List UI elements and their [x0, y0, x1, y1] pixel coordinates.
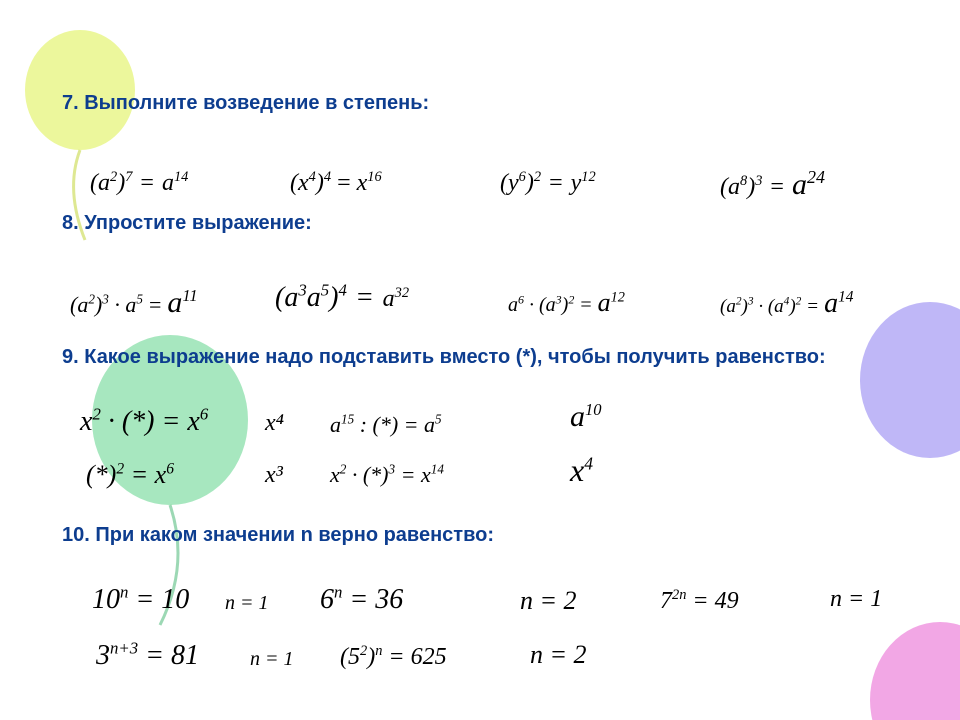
heading-9: 9. Какое выражение надо подставить вмест… [62, 346, 826, 369]
expr-8a: (a2)3 · a5 = a11 [70, 286, 198, 320]
expr-8d: (a2)3 · (a4)2 = a14 [720, 288, 853, 320]
expr-9-1b: a15 : (*) = a5 [330, 412, 442, 438]
expr-10-2b: (52)n = 625 [340, 644, 447, 671]
expr-8b: (a3a5)4 = a32 [275, 282, 409, 314]
expr-10-1b: 6n = 36 [320, 584, 403, 616]
expr-9-2b: x2 · (*)3 = x14 [330, 462, 444, 488]
ans-10-2a: n = 1 [250, 648, 294, 671]
ans-10-1b: n = 2 [520, 586, 577, 616]
expr-7a: (a2)7 = a14 [90, 170, 188, 197]
ans-10-1c: n = 1 [830, 586, 882, 613]
ans-9-2a: x³ [265, 462, 283, 489]
expr-8c: a6 · (a3)2 = a12 [508, 288, 625, 318]
ans-10-2b: n = 2 [530, 640, 587, 670]
ans-10-1a: n = 1 [225, 592, 269, 615]
heading-7: 7. Выполните возведение в степень: [62, 92, 429, 115]
expr-10-2a: 3n+3 = 81 [96, 640, 199, 672]
slide-content: 7. Выполните возведение в степень: (a2)7… [0, 0, 960, 720]
ans-9-2b: x4 [570, 452, 593, 489]
expr-7b: (x4)4 = x16 [290, 170, 382, 197]
ans-9-1b: a10 [570, 400, 602, 434]
ans-9-1a: x⁴ [265, 410, 284, 437]
expr-10-1c: 72n = 49 [660, 588, 739, 615]
expr-7d: (a8)3 = a24 [720, 168, 825, 202]
expr-10-1a: 10n = 10 [92, 584, 189, 616]
heading-10: 10. При каком значении n верно равенство… [62, 524, 494, 547]
expr-9-2a: (*)2 = x6 [86, 460, 174, 490]
heading-8: 8. Упростите выражение: [62, 212, 312, 235]
expr-7c: (y6)2 = y12 [500, 170, 596, 197]
expr-9-1a: x2 · (*) = x6 [80, 406, 208, 438]
